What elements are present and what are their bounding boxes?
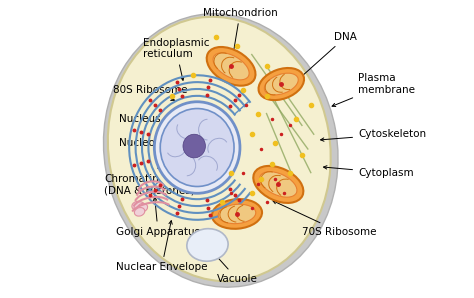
Ellipse shape bbox=[134, 202, 145, 210]
Text: Nuclear Envelope: Nuclear Envelope bbox=[116, 221, 208, 272]
Ellipse shape bbox=[103, 14, 338, 287]
Text: Cytoskeleton: Cytoskeleton bbox=[320, 129, 426, 141]
Text: Cytoplasm: Cytoplasm bbox=[324, 166, 414, 178]
Text: Nucleolus: Nucleolus bbox=[119, 138, 183, 148]
Ellipse shape bbox=[207, 47, 255, 86]
Text: DNA: DNA bbox=[296, 32, 357, 81]
Text: Endoplasmic
reticulum: Endoplasmic reticulum bbox=[143, 38, 209, 80]
Ellipse shape bbox=[260, 172, 297, 197]
Ellipse shape bbox=[183, 134, 205, 158]
Ellipse shape bbox=[155, 102, 240, 193]
Text: Plasma
membrane: Plasma membrane bbox=[332, 73, 415, 106]
Text: Mitochondrion: Mitochondrion bbox=[202, 8, 277, 63]
Ellipse shape bbox=[187, 229, 228, 261]
Ellipse shape bbox=[253, 166, 303, 203]
Ellipse shape bbox=[160, 108, 234, 187]
Ellipse shape bbox=[108, 17, 331, 281]
Ellipse shape bbox=[212, 199, 262, 229]
Text: Golgi Apparatus: Golgi Apparatus bbox=[116, 197, 200, 237]
Text: 80S Ribosome: 80S Ribosome bbox=[113, 85, 188, 100]
Ellipse shape bbox=[218, 204, 256, 224]
Ellipse shape bbox=[132, 201, 142, 210]
Ellipse shape bbox=[264, 73, 298, 95]
Ellipse shape bbox=[135, 207, 145, 216]
Text: Vacuole: Vacuole bbox=[213, 252, 257, 284]
Ellipse shape bbox=[213, 53, 249, 80]
Ellipse shape bbox=[258, 68, 304, 100]
Ellipse shape bbox=[137, 204, 147, 212]
Text: 70S Ribosome: 70S Ribosome bbox=[273, 201, 376, 237]
Text: Nucleus: Nucleus bbox=[119, 114, 171, 128]
Text: Chromatin
(DNA & Histones): Chromatin (DNA & Histones) bbox=[104, 161, 195, 195]
